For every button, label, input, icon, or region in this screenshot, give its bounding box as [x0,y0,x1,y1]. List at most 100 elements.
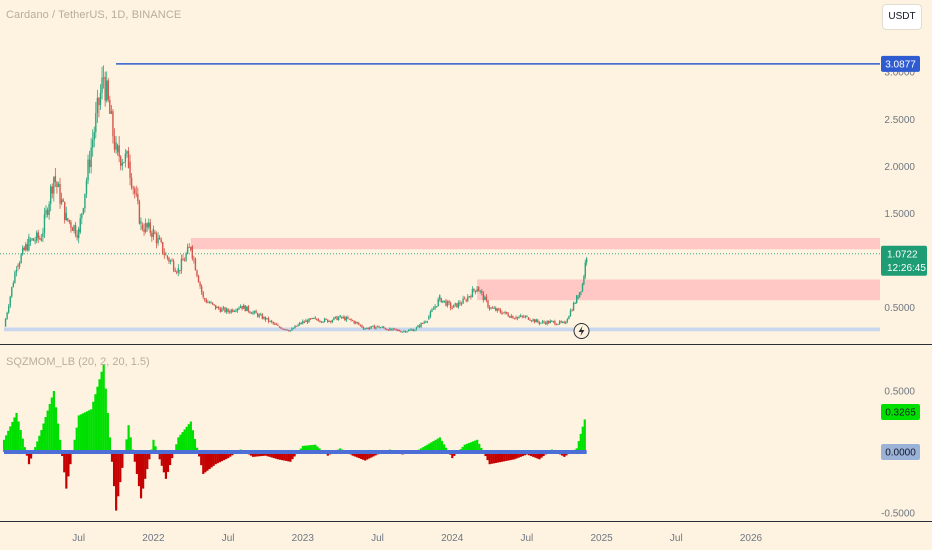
candle-body [515,317,517,319]
candle-body [272,322,274,324]
momentum-bar [270,452,273,458]
candle-body [20,254,22,263]
candle-body [389,327,391,331]
momentum-bar [432,441,435,452]
candle-body [68,220,71,222]
candle-body [42,232,44,238]
momentum-bar [9,426,12,452]
resistance-zone-1 [190,237,880,250]
momentum-bar [461,446,464,452]
momentum-bar [513,452,516,460]
candle-body [101,77,103,93]
candle-body [390,329,393,331]
candle-body [295,325,298,327]
candle-body [345,317,348,321]
candle-body [14,272,16,283]
momentum-bar [530,452,533,457]
candle-body [471,288,474,298]
candle-body [580,291,582,293]
momentum-bar [137,452,141,487]
candle-body [392,328,394,330]
momentum-bar [73,439,76,452]
momentum-bar [490,452,493,464]
zero-value-tag [881,444,920,460]
momentum-bar [133,452,136,462]
candle-body [102,77,105,79]
candle-body [446,301,449,306]
candle-body [435,306,438,308]
candle-body [460,303,463,305]
momentum-bar [484,452,487,457]
candle-body [225,308,228,312]
candle-body [23,247,25,251]
candle-body [70,221,72,228]
candle-body [132,187,134,189]
candle-body [533,319,536,323]
candle-body [204,298,206,300]
momentum-bar [359,452,363,459]
candle-body [289,330,292,332]
candle-body [491,307,494,309]
momentum-bar [366,452,369,460]
candle-body [81,213,83,219]
momentum-bar [291,452,294,460]
momentum-bar [517,452,520,458]
candle-body [316,319,318,321]
candle-body [7,306,10,313]
momentum-bar [175,444,178,452]
momentum-bar [75,427,78,452]
last-price-text: 1.0722 [887,249,918,260]
indicator-title: SQZMOM_LB (20, 2, 20, 1.5) [6,356,150,368]
candle-body [34,240,36,242]
momentum-bar [135,452,138,474]
candle-body [110,111,113,114]
momentum-bar [81,413,85,452]
momentum-bar [108,437,112,452]
candle-body [456,303,458,308]
candle-body [73,225,75,231]
candle-body [544,322,547,325]
momentum-bar [451,452,454,459]
momentum-bar [581,426,584,452]
candle-body [275,323,278,325]
candle-body [18,262,21,267]
momentum-bar [171,452,174,459]
momentum-bar [268,452,271,457]
candle-body [412,329,414,332]
momentum-bar [218,452,221,463]
time-tick-label: 2022 [142,533,165,544]
candle-body [337,317,340,320]
candle-body [386,329,388,331]
momentum-bar [254,452,257,457]
candle-body [135,193,137,195]
candle-body [121,162,123,166]
momentum-bar [428,443,431,452]
momentum-bar [44,417,47,452]
momentum-bar [52,391,55,452]
candle-body [414,330,416,332]
candle-body [32,238,35,241]
momentum-bar [577,441,580,452]
candle-body [529,319,531,321]
momentum-bar [492,452,495,464]
candle-body [109,99,111,114]
currency-button[interactable]: USDT [882,4,922,30]
candle-body [370,326,372,328]
momentum-bar [501,452,504,462]
momentum-bar [77,415,80,452]
momentum-bar [94,394,97,452]
candle-body [84,193,86,209]
candle-body [93,132,95,140]
momentum-bar [266,452,269,457]
candle-body [518,316,520,318]
candle-body [28,236,30,251]
candle-body [12,282,15,288]
momentum-bar [521,452,524,457]
candle-body [202,292,204,298]
candle-body [165,254,167,256]
momentum-bar [191,430,195,452]
candle-body [554,321,556,325]
momentum-bar [314,444,317,452]
candle-body [242,305,245,309]
